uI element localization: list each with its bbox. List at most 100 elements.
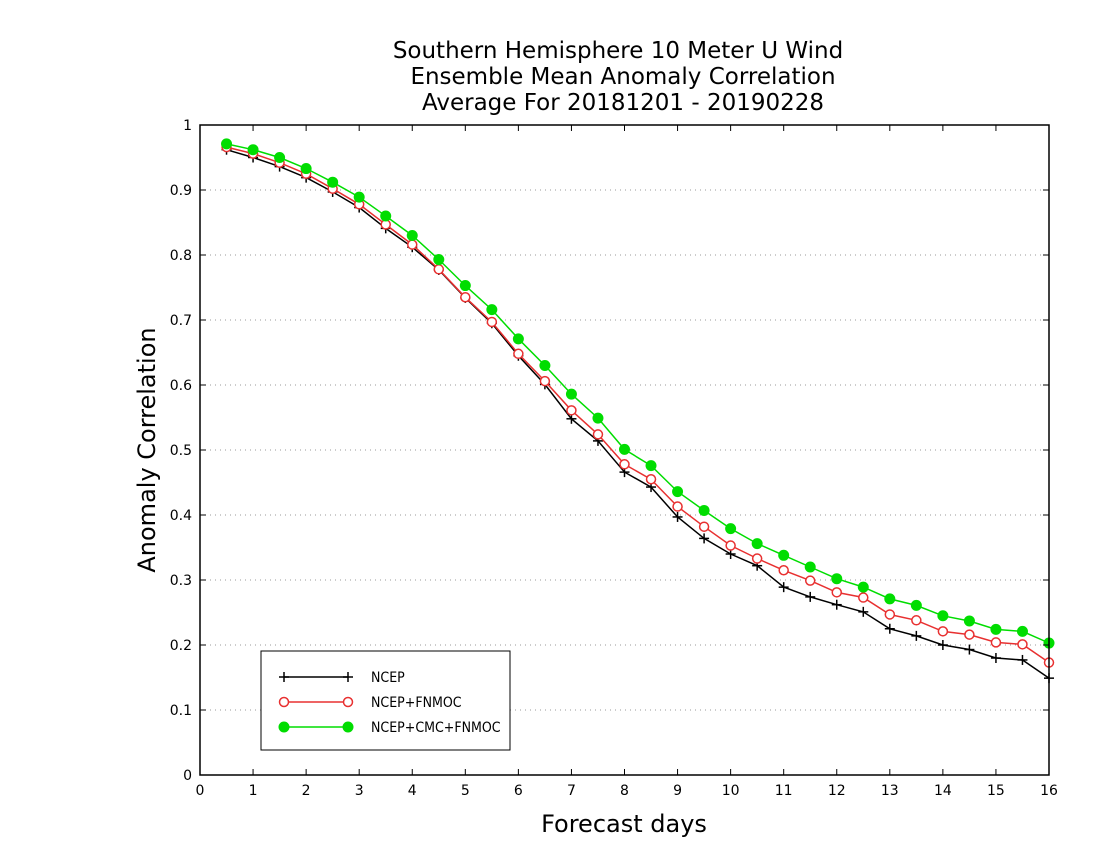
data-point [884,593,896,605]
x-tick-label: 3 [355,783,364,799]
data-point [433,254,445,266]
series-1 [221,144,1054,684]
legend-label: NCEP+FNMOC [371,695,462,711]
data-point [804,575,816,586]
data-point [699,533,710,544]
data-point [380,210,392,222]
y-tick-label: 0 [183,768,192,784]
data-point [725,540,736,551]
data-point [672,511,683,522]
data-point [406,230,418,241]
data-point [778,549,790,561]
x-tick-label: 0 [196,783,205,799]
data-point [513,348,524,360]
legend-box [260,650,511,751]
x-tick-label: 13 [881,783,899,799]
data-point [512,333,524,345]
x-tick-label: 11 [775,783,793,799]
data-point [1016,625,1028,637]
data-point [300,163,312,175]
data-point [963,615,975,627]
data-point [911,615,922,626]
y-tick-label: 0.8 [170,248,192,264]
data-point [221,138,233,150]
plot-series [221,138,1055,684]
series-line [226,148,1050,679]
data-point [831,587,842,598]
data-point [407,239,418,250]
legend-marker [342,721,354,733]
chart-title-line-3: Average For 20181201 - 20190228 [422,90,824,116]
x-tick-label: 8 [620,783,629,799]
data-point [751,553,763,564]
data-point [1017,654,1028,665]
y-tick-label: 0.4 [170,508,192,524]
x-tick-label: 12 [828,783,846,799]
x-tick-label: 1 [249,783,258,799]
data-point [459,280,471,292]
data-point [884,623,895,634]
data-point [698,504,710,516]
data-point [353,191,365,203]
data-point [698,521,710,532]
legend-label: NCEP+CMC+FNMOC [371,720,501,736]
y-tick-label: 0.6 [170,378,192,394]
x-axis-ticks: 0 1 2 3 4 5 6 7 8 9 10 11 12 13 14 15 16 [196,125,1058,799]
series-line [226,143,1050,644]
y-axis-title: Anomaly Correlation [133,327,161,572]
data-point [592,412,604,424]
data-point [274,152,286,163]
legend-marker [278,721,290,733]
legend: NCEP NCEP+FNMOC NCEP+CMC+FNMOC [260,650,511,751]
y-tick-label: 0.7 [170,313,192,329]
x-tick-label: 9 [673,783,682,799]
data-point [964,644,975,655]
data-point [1017,639,1028,650]
x-axis-title: Forecast days [541,810,707,838]
x-tick-label: 14 [934,783,952,799]
x-tick-label: 6 [514,783,523,799]
legend-marker [342,696,354,708]
data-point [751,538,763,550]
data-point [778,582,789,593]
data-point [911,630,922,641]
data-point [831,599,842,610]
chart-title-line-1: Southern Hemisphere 10 Meter U Wind [393,38,843,64]
series-line [226,146,1050,664]
data-point [619,459,630,470]
data-point [592,429,604,440]
chart-title: Southern Hemisphere 10 Meter U Wind Ense… [393,38,843,116]
x-tick-label: 4 [408,783,417,799]
x-tick-label: 10 [722,783,740,799]
data-point [566,405,577,416]
series-2 [221,141,1055,668]
legend-marker [279,672,289,682]
data-point [433,264,445,275]
data-point [247,144,259,156]
data-point [327,176,339,188]
x-tick-label: 5 [461,783,470,799]
data-point [778,565,789,576]
data-point [619,443,630,455]
series-3 [221,138,1055,649]
data-point [937,640,948,650]
data-point [672,501,683,512]
legend-label: NCEP [371,670,405,686]
data-point [858,592,869,603]
x-tick-label: 16 [1040,783,1058,799]
y-tick-label: 0.9 [170,183,192,199]
x-tick-label: 7 [567,783,576,799]
data-point [964,629,975,640]
data-point [672,486,684,498]
data-point [539,360,551,371]
legend-item: NCEP+FNMOC [278,695,462,711]
y-tick-label: 0.1 [170,703,192,719]
data-point [858,606,869,617]
data-point [831,573,843,585]
chart-title-line-2: Ensemble Mean Anomaly Correlation [410,64,835,90]
data-point [990,653,1001,663]
legend-marker [278,696,290,708]
data-point [910,599,922,611]
y-axis-ticks: 0 0.1 0.2 0.3 0.4 0.5 0.6 0.7 0.8 0.9 1 [170,118,1049,784]
